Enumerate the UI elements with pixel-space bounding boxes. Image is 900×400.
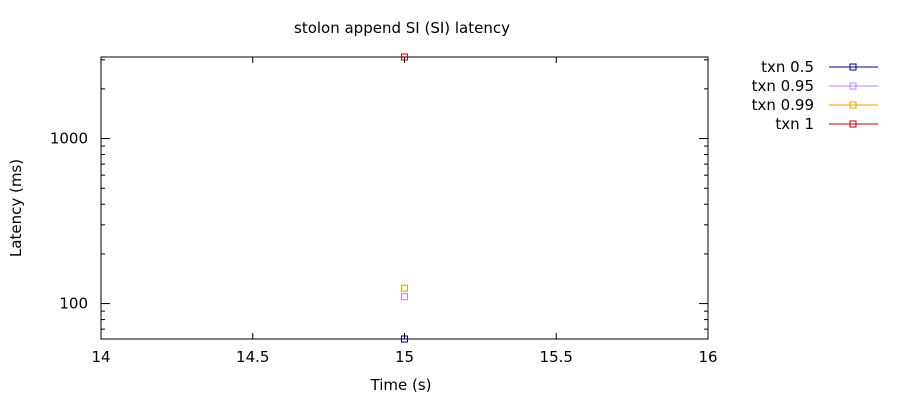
x-tick-label: 14	[91, 348, 110, 366]
plot-frame	[100, 56, 709, 340]
y-axis-label: Latency (ms)	[7, 159, 25, 257]
data-point-series-0	[401, 335, 408, 343]
y-tick-label: 100	[59, 295, 88, 313]
data-point-series-2	[401, 284, 408, 292]
data-point-series-3	[401, 53, 408, 61]
legend-label: txn 0.95	[752, 77, 814, 95]
legend-marker	[849, 101, 857, 109]
data-points	[401, 53, 408, 343]
y-axis: 100 1000	[50, 59, 708, 330]
x-tick-label: 14.5	[236, 348, 269, 366]
legend-label: txn 0.99	[752, 96, 814, 114]
x-axis: 14 14.5 15 15.5 16	[91, 57, 718, 366]
y-tick-label: 1000	[50, 130, 88, 148]
legend-marker	[849, 82, 857, 90]
x-tick-label: 15	[395, 348, 414, 366]
x-tick-label: 15.5	[540, 348, 573, 366]
data-point-series-1	[401, 293, 408, 301]
x-axis-label: Time (s)	[370, 376, 432, 394]
legend-marker	[849, 63, 857, 71]
legend-label: txn 0.5	[761, 58, 814, 76]
chart-title: stolon append SI (SI) latency	[294, 19, 510, 37]
x-tick-label: 16	[698, 348, 717, 366]
legend-marker	[849, 120, 857, 128]
legend-label: txn 1	[775, 115, 814, 133]
